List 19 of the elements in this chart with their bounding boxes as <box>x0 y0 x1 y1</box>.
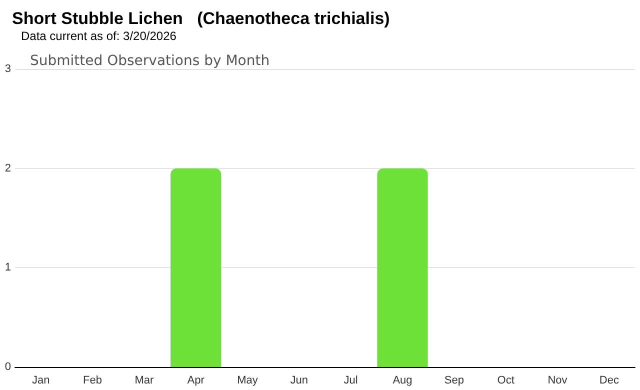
chart-subtitle: Data current as of: 3/20/2026 <box>21 29 177 43</box>
chart-title: Short Stubble Lichen (Chaenotheca trichialis) <box>12 9 390 28</box>
x-tick-label: Dec <box>599 374 620 386</box>
x-tick-label: Apr <box>187 374 205 386</box>
y-tick-label: 3 <box>4 63 11 75</box>
x-tick-label: Jan <box>32 374 50 386</box>
text: Submitted Observations by Month <box>30 53 270 69</box>
x-tick-label: Oct <box>497 374 514 386</box>
x-tick-label: Mar <box>134 374 154 386</box>
x-tick-label: Feb <box>83 374 102 386</box>
x-tick-label: Sep <box>444 374 464 386</box>
x-tick-label: Nov <box>548 374 568 386</box>
y-tick-label: 2 <box>4 162 11 174</box>
y-tick-label: 1 <box>4 262 11 274</box>
y-tick-label: 0 <box>4 361 11 373</box>
x-tick-label: Jun <box>290 374 308 386</box>
x-tick-label: May <box>237 374 258 386</box>
x-tick-label: Jul <box>344 374 358 386</box>
x-tick-label: Aug <box>392 374 412 386</box>
